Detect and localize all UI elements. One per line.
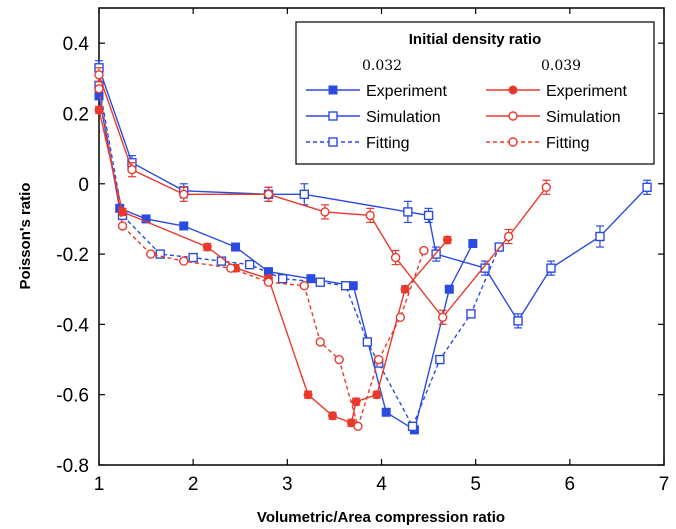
legend-label-simulation-0039: Simulation <box>546 109 621 126</box>
data-point <box>362 337 373 347</box>
data-point <box>155 249 165 259</box>
data-point <box>263 189 274 200</box>
data-point <box>546 263 556 273</box>
x-tick-label: 5 <box>470 474 481 495</box>
series-line-simulation-0-039 <box>98 74 547 319</box>
series-layer <box>94 60 652 435</box>
data-point <box>146 249 156 259</box>
y-tick-label: 0.2 <box>63 104 89 125</box>
data-point <box>263 277 274 287</box>
y-tick-label: 0 <box>78 175 89 196</box>
data-point <box>468 239 478 249</box>
data-point <box>395 312 406 323</box>
y-tick-label: -0.4 <box>56 315 89 336</box>
data-point <box>403 207 413 217</box>
data-point <box>127 165 137 175</box>
data-point <box>503 231 514 242</box>
data-point <box>365 210 375 221</box>
data-point <box>202 242 212 252</box>
data-point <box>179 256 189 266</box>
x-tick-label: 7 <box>659 474 670 495</box>
data-point <box>466 309 476 319</box>
legend-swatch-marker <box>328 111 338 121</box>
data-point <box>353 421 363 432</box>
legend-label-experiment-0032: Experiment <box>366 83 447 100</box>
data-point <box>390 252 401 263</box>
data-point <box>642 182 652 192</box>
data-point <box>444 284 454 294</box>
data-point <box>299 281 309 291</box>
data-point <box>348 281 358 291</box>
data-point <box>117 221 128 231</box>
data-point <box>179 221 189 231</box>
legend-box <box>295 21 655 165</box>
legend-group-0032: 0.032 <box>362 58 402 74</box>
data-point <box>244 259 255 270</box>
legend-label-simulation-0032: Simulation <box>366 109 441 126</box>
data-point <box>277 273 288 284</box>
legend-swatch-marker <box>328 85 338 95</box>
data-point <box>595 231 605 242</box>
legend-title: Initial density ratio <box>409 31 542 48</box>
y-tick-label: -0.8 <box>56 456 89 477</box>
series-line-experiment-0-039 <box>98 109 448 424</box>
data-point <box>513 316 523 326</box>
x-tick-label: 1 <box>94 474 105 495</box>
y-tick-label: -0.2 <box>56 245 89 266</box>
data-point <box>541 182 551 192</box>
data-point <box>306 274 316 284</box>
legend-label-fitting-0032: Fitting <box>366 135 410 152</box>
data-point <box>94 84 104 94</box>
data-point <box>407 421 418 432</box>
x-tick-label: 2 <box>188 474 199 495</box>
data-point <box>94 70 104 80</box>
data-point <box>226 263 236 273</box>
legend-group-0039: 0.039 <box>541 58 581 74</box>
data-point <box>373 354 384 365</box>
y-axis-title: Poisson's ratio <box>17 183 34 290</box>
x-tick-label: 4 <box>376 474 387 495</box>
legend: Initial density ratio 0.032 0.039 Experi… <box>295 21 655 165</box>
data-point <box>315 337 325 347</box>
legend-swatch-marker <box>508 111 518 121</box>
data-point <box>320 207 330 217</box>
data-point <box>315 277 325 287</box>
data-point <box>179 189 189 200</box>
data-point <box>400 284 410 294</box>
x-tick-label: 6 <box>565 474 576 495</box>
data-point <box>299 189 309 200</box>
legend-swatch-marker <box>508 85 518 95</box>
y-tick-label: 0.4 <box>63 34 90 55</box>
series-simulation-0-039 <box>94 67 551 325</box>
data-point <box>334 354 344 365</box>
legend-swatches <box>306 85 540 147</box>
data-point <box>423 210 434 221</box>
data-point <box>442 235 452 245</box>
data-point <box>419 245 429 256</box>
data-point <box>328 411 338 421</box>
y-tick-label: -0.6 <box>56 386 89 407</box>
legend-label-experiment-0039: Experiment <box>546 83 627 100</box>
data-point <box>372 390 382 400</box>
legend-swatch-marker <box>508 137 518 147</box>
ticks: 1 2 3 4 5 6 7 0.4 0.2 0 -0.2 -0.4 -0.6 -0.8 <box>56 8 669 495</box>
data-point <box>341 281 351 291</box>
data-point <box>188 252 198 263</box>
x-axis-title: Volumetric/Area compression ratio <box>257 509 505 526</box>
legend-label-fitting-0039: Fitting <box>546 135 590 152</box>
data-point <box>141 214 151 224</box>
legend-swatch-marker <box>328 137 338 147</box>
data-point <box>438 312 448 323</box>
data-point <box>303 390 313 400</box>
data-point <box>480 263 490 273</box>
data-point <box>94 105 104 115</box>
x-tick-label: 3 <box>282 474 293 495</box>
series-fitting-0-039 <box>94 84 429 432</box>
data-point <box>435 354 445 365</box>
data-point <box>351 397 361 407</box>
data-point <box>381 407 391 417</box>
data-point <box>231 242 241 252</box>
